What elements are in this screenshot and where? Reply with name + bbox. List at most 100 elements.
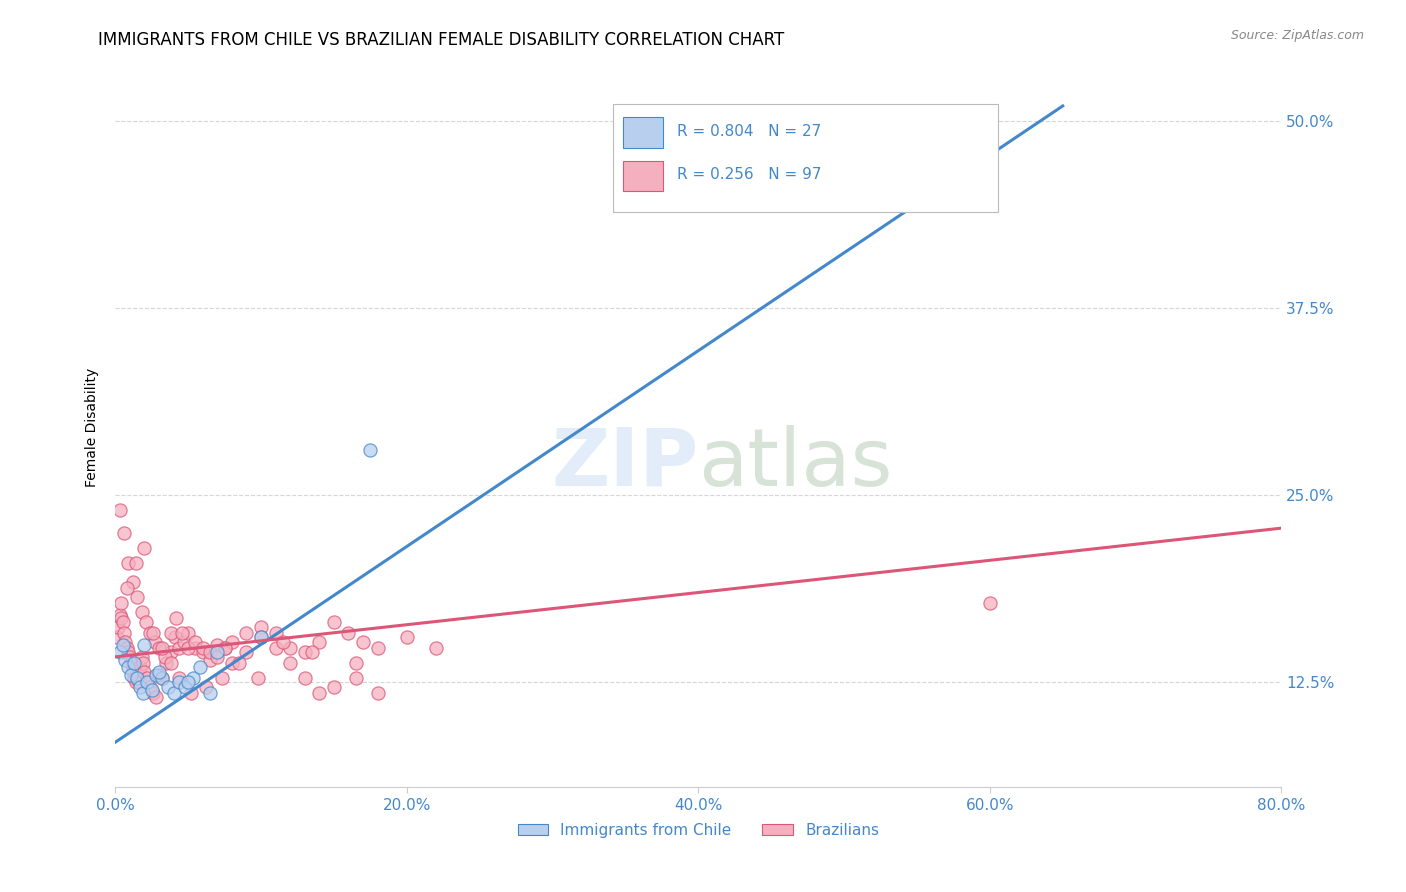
Point — [294, 671, 316, 685]
Point — [111, 615, 134, 630]
Point — [228, 656, 250, 670]
Point — [191, 645, 214, 659]
Point — [112, 626, 135, 640]
Point — [132, 656, 155, 670]
Point — [129, 680, 152, 694]
Point — [214, 640, 236, 655]
Point — [278, 656, 301, 670]
Point — [308, 635, 330, 649]
Point — [153, 649, 176, 664]
Point — [169, 675, 191, 690]
Point — [207, 645, 229, 659]
Point — [108, 645, 131, 659]
Text: Source: ZipAtlas.com: Source: ZipAtlas.com — [1230, 29, 1364, 42]
Point — [150, 671, 173, 685]
Point — [145, 690, 167, 705]
Point — [107, 620, 129, 634]
Point — [148, 668, 170, 682]
Point — [128, 675, 150, 690]
Point — [352, 635, 374, 649]
Point — [359, 443, 381, 458]
Point — [169, 640, 191, 655]
Point — [125, 675, 148, 690]
Point — [131, 605, 153, 619]
Text: R = 0.256   N = 97: R = 0.256 N = 97 — [678, 168, 823, 182]
Point — [117, 660, 139, 674]
Point — [112, 525, 135, 540]
Point — [979, 596, 1001, 610]
Point — [184, 635, 207, 649]
Bar — [623, 118, 664, 147]
Text: R = 0.804   N = 27: R = 0.804 N = 27 — [678, 124, 821, 139]
Point — [127, 671, 149, 685]
Point — [141, 682, 163, 697]
Point — [166, 611, 188, 625]
Point — [235, 626, 257, 640]
Point — [120, 656, 142, 670]
Point — [136, 675, 159, 690]
Point — [148, 640, 170, 655]
Point — [322, 680, 344, 694]
Point — [250, 631, 273, 645]
Point — [294, 645, 316, 659]
Point — [177, 640, 200, 655]
Point — [198, 653, 221, 667]
Point — [131, 649, 153, 664]
Point — [125, 556, 148, 570]
Point — [271, 635, 294, 649]
Point — [235, 645, 257, 659]
Point — [221, 635, 243, 649]
Point — [221, 656, 243, 670]
Point — [117, 556, 139, 570]
Point — [247, 671, 270, 685]
Point — [105, 631, 128, 645]
Point — [180, 686, 202, 700]
Text: IMMIGRANTS FROM CHILE VS BRAZILIAN FEMALE DISABILITY CORRELATION CHART: IMMIGRANTS FROM CHILE VS BRAZILIAN FEMAL… — [98, 31, 785, 49]
Text: ZIP: ZIP — [551, 425, 699, 503]
Point — [150, 640, 173, 655]
Point — [651, 136, 673, 151]
Text: atlas: atlas — [699, 425, 893, 503]
Point — [150, 671, 173, 685]
Point — [143, 635, 166, 649]
Point — [159, 645, 181, 659]
Point — [139, 626, 162, 640]
Point — [139, 680, 162, 694]
Point — [108, 503, 131, 517]
Point — [134, 541, 156, 555]
Point — [308, 686, 330, 700]
Point — [114, 635, 136, 649]
Bar — [623, 161, 664, 191]
Point — [132, 686, 155, 700]
Point — [134, 638, 156, 652]
Point — [129, 660, 152, 674]
Point — [134, 665, 156, 679]
Point — [121, 665, 143, 679]
Point — [118, 649, 141, 664]
Point — [115, 581, 138, 595]
Point — [207, 638, 229, 652]
Point — [111, 638, 134, 652]
Point — [110, 611, 132, 625]
Point — [191, 640, 214, 655]
Point — [367, 686, 389, 700]
Point — [108, 607, 131, 622]
Point — [211, 671, 233, 685]
Point — [301, 645, 323, 659]
Point — [120, 668, 142, 682]
Point — [337, 626, 360, 640]
Point — [250, 620, 273, 634]
Point — [322, 615, 344, 630]
Point — [122, 671, 145, 685]
Point — [114, 653, 136, 667]
Point — [177, 626, 200, 640]
Point — [110, 596, 132, 610]
Point — [162, 686, 184, 700]
Point — [177, 675, 200, 690]
Point — [172, 626, 194, 640]
Point — [115, 640, 138, 655]
Point — [278, 640, 301, 655]
Point — [214, 640, 236, 655]
Point — [121, 575, 143, 590]
Point — [163, 631, 186, 645]
